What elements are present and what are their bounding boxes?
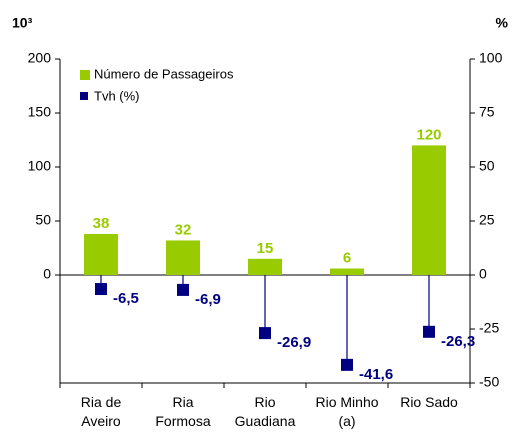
legend-label: Número de Passageiros — [94, 66, 234, 81]
y2-tick-label: -50 — [479, 374, 499, 390]
marker — [95, 283, 107, 296]
y-tick-label: 100 — [28, 158, 52, 174]
marker — [259, 327, 271, 340]
y-tick-label: 150 — [28, 104, 52, 120]
bar-value-label: 38 — [93, 215, 110, 232]
y-tick-label: 0 — [43, 266, 51, 282]
y2-tick-label: 50 — [479, 158, 495, 174]
y-tick-label: 50 — [35, 212, 51, 228]
marker-value-label: -6,5 — [113, 290, 139, 307]
marker-value-label: -26,9 — [277, 334, 311, 351]
y2-tick-label: -25 — [479, 320, 499, 336]
bar — [84, 233, 118, 275]
x-tick-label: Ria de Aveiro — [80, 394, 122, 429]
marker — [177, 283, 189, 296]
bar — [248, 258, 282, 275]
x-tick-label: Rio Sado — [400, 394, 458, 410]
y-unit-label: 10³ — [12, 15, 33, 31]
legend-label: Tvh (%) — [94, 88, 140, 103]
y2-tick-label: 100 — [479, 50, 503, 66]
y2-unit-label: % — [496, 15, 509, 31]
marker — [341, 358, 353, 371]
bar — [166, 240, 200, 275]
marker-value-label: -26,3 — [441, 333, 475, 350]
marker — [423, 325, 435, 338]
bar-value-label: 6 — [343, 249, 351, 266]
y2-tick-label: 75 — [479, 104, 495, 120]
bar-value-label: 32 — [175, 221, 192, 238]
marker-value-label: -41,6 — [359, 366, 393, 383]
legend-swatch — [80, 70, 90, 80]
marker-value-label: -6,9 — [195, 291, 221, 308]
bar-value-label: 120 — [416, 126, 441, 143]
legend-swatch — [80, 92, 88, 100]
y2-tick-label: 0 — [479, 266, 487, 282]
y2-tick-label: 25 — [479, 212, 495, 228]
x-tick-label: Rio Guadiana — [234, 394, 296, 429]
bar-value-label: 15 — [257, 240, 274, 257]
x-tick-label: Ria Formosa — [155, 394, 211, 429]
bar — [330, 268, 364, 275]
x-tick-label: Rio Minho (a) — [315, 394, 379, 429]
bar — [412, 145, 446, 275]
y-tick-label: 200 — [28, 50, 52, 66]
